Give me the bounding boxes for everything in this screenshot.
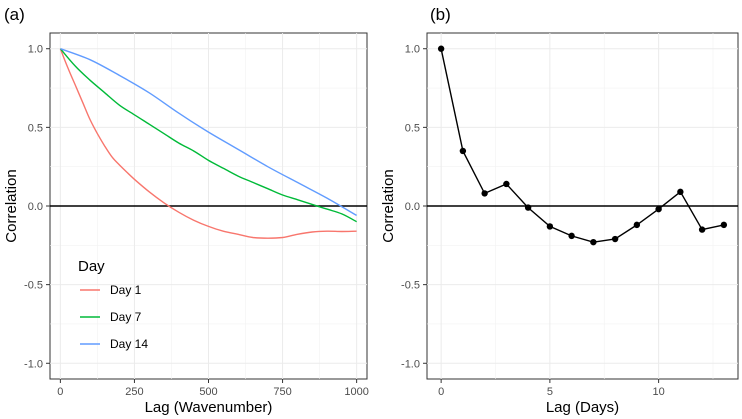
x-tick-label: 5 xyxy=(547,386,553,398)
data-point xyxy=(698,226,706,233)
y-tick-label: -0.5 xyxy=(24,280,43,292)
y-tick-label: 0.5 xyxy=(28,122,43,134)
data-point xyxy=(546,223,554,230)
data-point xyxy=(459,147,467,155)
panel-b-x-ticks: 0 5 10 xyxy=(438,379,665,398)
data-point xyxy=(633,221,641,229)
y-tick-label: -0.5 xyxy=(401,280,420,292)
legend-items: Day 1 Day 7 Day 14 xyxy=(80,283,148,351)
panel-a-x-ticks: 0 250 500 750 1000 xyxy=(57,379,369,398)
data-point xyxy=(590,238,597,246)
data-point xyxy=(503,180,510,188)
data-point xyxy=(720,221,728,229)
x-tick-label: 750 xyxy=(273,386,291,398)
series-line-day-1 xyxy=(59,48,357,239)
legend-title: Day xyxy=(78,258,105,275)
panel-a-legend: Day Day 1 Day 7 Day 14 xyxy=(78,258,148,351)
series-line-correlation xyxy=(440,48,725,243)
panel-a-y-axis-label: Correlation xyxy=(3,169,20,242)
panel-a: (a) 0 250 500 750 1000 -1.0 -0.5 0.0 0.5 1.0 Lag… xyxy=(3,5,369,416)
x-tick-label: 0 xyxy=(57,386,63,398)
panel-a-series xyxy=(50,48,367,239)
legend-label: Day 1 xyxy=(110,283,142,297)
y-tick-label: 0.0 xyxy=(28,201,43,213)
x-tick-label: 250 xyxy=(125,386,143,398)
x-tick-label: 500 xyxy=(199,386,217,398)
data-point xyxy=(677,188,684,196)
data-point xyxy=(655,205,662,213)
data-point xyxy=(524,204,532,211)
y-tick-label: -1.0 xyxy=(401,358,420,370)
y-tick-label: -1.0 xyxy=(24,358,43,370)
data-point xyxy=(437,45,445,52)
data-point xyxy=(568,232,575,240)
y-tick-label: 1.0 xyxy=(405,44,420,56)
x-tick-label: 1000 xyxy=(344,386,368,398)
series-line-day-7 xyxy=(59,48,357,223)
data-point xyxy=(481,190,488,197)
data-point xyxy=(611,235,619,243)
panel-b-series xyxy=(427,45,738,246)
panel-b: (b) 0 5 10 -1.0 -0.5 0.0 0.5 1.0 Lag (Days) Co… xyxy=(380,5,739,416)
x-tick-label: 0 xyxy=(438,386,444,398)
panel-b-tag: (b) xyxy=(430,5,451,24)
panel-b-y-axis-label: Correlation xyxy=(380,169,397,242)
panel-b-y-ticks: -1.0 -0.5 0.0 0.5 1.0 xyxy=(401,44,427,370)
x-tick-label: 10 xyxy=(652,386,664,398)
series-line-day-14 xyxy=(60,48,357,217)
legend-label: Day 14 xyxy=(110,337,148,351)
panel-a-x-axis-label: Lag (Wavenumber) xyxy=(145,399,273,416)
panel-a-y-ticks: -1.0 -0.5 0.0 0.5 1.0 xyxy=(24,44,50,370)
y-tick-label: 0.5 xyxy=(405,122,420,134)
y-tick-label: 0.0 xyxy=(405,201,420,213)
panel-a-tag: (a) xyxy=(4,5,25,24)
y-tick-label: 1.0 xyxy=(28,44,43,56)
panel-b-x-axis-label: Lag (Days) xyxy=(546,399,619,416)
legend-label: Day 7 xyxy=(110,310,142,324)
